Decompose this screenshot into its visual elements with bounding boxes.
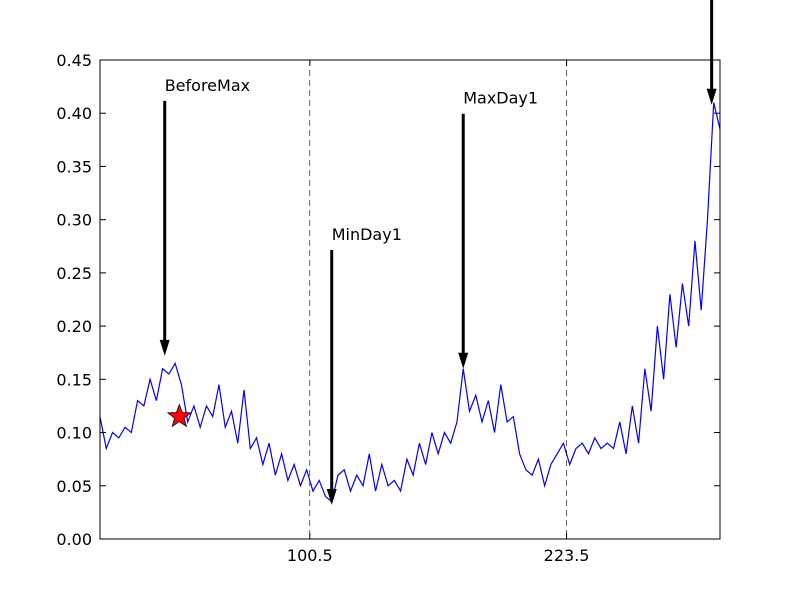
y-tick-label: 0.00 xyxy=(56,530,92,549)
arrow-head xyxy=(458,352,469,369)
y-tick-label: 0.30 xyxy=(56,211,92,230)
arrow-head xyxy=(326,488,337,505)
y-tick-label: 0.15 xyxy=(56,370,92,389)
annotation-label: MaxDay1 xyxy=(463,89,538,108)
star-marker xyxy=(166,403,192,428)
arrow-head xyxy=(706,88,717,105)
line xyxy=(100,102,720,503)
x-tick-label: 100.5 xyxy=(287,546,333,565)
y-tick-label: 0.35 xyxy=(56,157,92,176)
y-tick-label: 0.10 xyxy=(56,424,92,443)
y-tick-label: 0.05 xyxy=(56,477,92,496)
arrow-head xyxy=(159,339,170,356)
y-tick-label: 0.20 xyxy=(56,317,92,336)
x-tick-label: 223.5 xyxy=(544,546,590,565)
y-tick-label: 0.45 xyxy=(56,51,92,70)
plot-frame xyxy=(99,59,721,540)
y-tick-label: 0.25 xyxy=(56,264,92,283)
annotation-label: BeforeMax xyxy=(165,76,250,95)
annotation-label: MinDay1 xyxy=(332,225,402,244)
y-tick-label: 0.40 xyxy=(56,104,92,123)
